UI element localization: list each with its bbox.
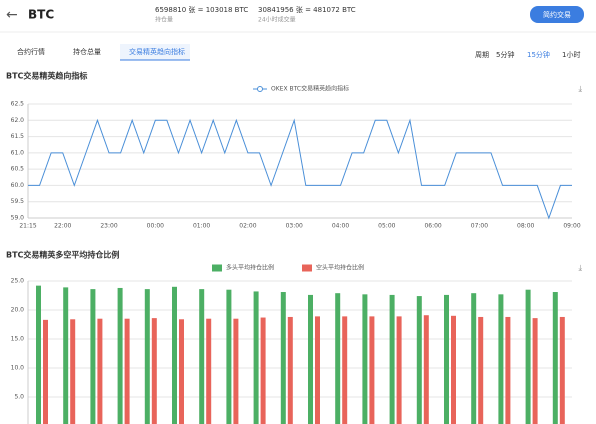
period-option[interactable]: 1小时 <box>562 50 580 59</box>
y-tick-label: 60.5 <box>11 166 25 173</box>
bar <box>335 293 341 424</box>
legend-marker <box>257 86 263 92</box>
legend-swatch <box>212 264 222 272</box>
x-tick-label: 07:00 <box>471 223 488 230</box>
bar <box>43 319 48 424</box>
bar <box>226 289 232 424</box>
bar <box>423 315 429 424</box>
bar <box>342 316 348 424</box>
x-tick-label: 05:00 <box>378 223 395 230</box>
bar <box>97 318 103 424</box>
period-label: 周期 <box>475 51 489 59</box>
symbol: BTC <box>28 8 54 22</box>
bar <box>179 319 184 424</box>
y-tick-label: 59.0 <box>11 215 25 222</box>
bar <box>117 287 123 424</box>
open-interest-label: 持仓量 <box>155 16 173 24</box>
x-tick-label: 23:00 <box>100 223 117 230</box>
bar <box>444 294 449 424</box>
y-tick-label: 61.0 <box>11 149 25 156</box>
bar <box>369 316 375 424</box>
bar <box>70 319 76 424</box>
bar <box>199 289 205 424</box>
tab-active[interactable]: 交易精英趋向指标 <box>129 47 185 56</box>
y-tick-label: 15.0 <box>11 336 25 343</box>
bar <box>478 316 484 424</box>
x-tick-label: 04:00 <box>332 223 349 230</box>
y-tick-label: 10.0 <box>11 365 25 372</box>
bar <box>253 291 259 424</box>
trade-button-label[interactable]: 简约交易 <box>543 10 571 19</box>
download-icon: ⤓ <box>578 264 582 273</box>
bar <box>172 286 177 424</box>
volume: 30841956 张 = 481072 BTC <box>258 5 356 14</box>
active-tab-bg <box>120 44 190 60</box>
x-tick-label: 06:00 <box>424 223 441 230</box>
chart-title: BTC交易精英趋向指标 <box>6 71 87 81</box>
legend-label: 空头平均持仓比例 <box>316 264 364 272</box>
bar <box>233 318 239 424</box>
bar <box>124 318 130 424</box>
x-tick-label: 00:00 <box>147 223 164 230</box>
bar <box>287 316 293 424</box>
y-tick-label: 62.0 <box>11 117 25 124</box>
x-tick-label: 01:00 <box>193 223 210 230</box>
bar <box>260 317 266 424</box>
back-button[interactable]: ← <box>6 7 18 23</box>
chart-title: BTC交易精英多空平均持仓比例 <box>6 250 119 260</box>
y-tick-label: 61.5 <box>11 133 25 140</box>
bar <box>362 294 368 424</box>
bar <box>308 294 313 424</box>
bar <box>498 294 504 424</box>
x-tick-label: 09:00 <box>563 223 580 230</box>
bar <box>471 293 477 424</box>
download-icon: ⤓ <box>578 85 582 94</box>
header-bar <box>0 0 596 32</box>
bar <box>416 296 422 424</box>
bar <box>63 287 69 424</box>
x-tick-label: 21:15 <box>19 223 36 230</box>
open-interest: 6598810 张 = 103018 BTC <box>155 5 248 14</box>
bar <box>552 292 558 424</box>
bar <box>505 316 511 424</box>
bar <box>206 318 212 424</box>
legend-swatch <box>302 264 312 272</box>
legend-label: 多头平均持仓比例 <box>226 264 274 272</box>
bar <box>396 316 402 424</box>
bar <box>36 285 41 424</box>
x-tick-label: 22:00 <box>54 223 71 230</box>
period-option[interactable]: 5分钟 <box>496 50 514 59</box>
period-option-active[interactable]: 15分钟 <box>527 50 550 59</box>
line-series <box>28 118 572 220</box>
bar <box>451 315 456 424</box>
y-tick-label: 62.5 <box>11 101 25 108</box>
trade-button[interactable] <box>530 6 584 23</box>
legend-label: OKEX BTC交易精英趋向指标 <box>271 85 349 93</box>
volume-label: 24小时成交量 <box>258 16 296 24</box>
bar <box>144 289 150 424</box>
y-tick-label: 60.0 <box>11 182 25 189</box>
bar <box>389 294 395 424</box>
bar <box>532 318 538 424</box>
bar <box>151 318 157 424</box>
bar <box>559 316 565 424</box>
y-tick-label: 20.0 <box>11 307 25 314</box>
bar <box>280 292 286 424</box>
tab[interactable]: 持仓总量 <box>73 47 101 56</box>
bar <box>90 289 96 424</box>
x-tick-label: 02:00 <box>239 223 256 230</box>
tab[interactable]: 合约行情 <box>17 47 45 56</box>
y-tick-label: 5.0 <box>14 394 24 401</box>
x-tick-label: 08:00 <box>517 223 534 230</box>
y-tick-label: 59.5 <box>11 198 25 205</box>
bar <box>525 289 531 424</box>
y-tick-label: 25.0 <box>11 278 25 285</box>
bar <box>315 316 320 424</box>
x-tick-label: 03:00 <box>286 223 303 230</box>
